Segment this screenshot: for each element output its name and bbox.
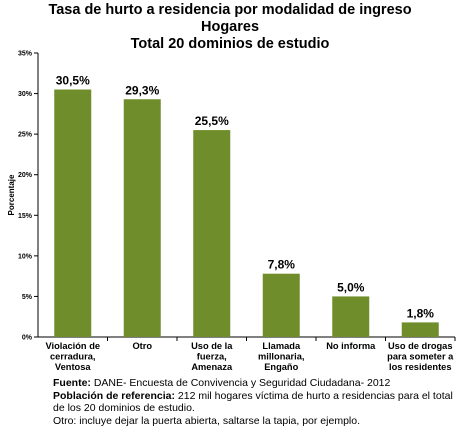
bar <box>332 296 370 337</box>
source-text: DANE- Encuesta de Convivencia y Segurida… <box>90 377 391 389</box>
bar <box>54 89 92 337</box>
y-tick-label: 5% <box>22 294 33 301</box>
data-label: 5,0% <box>337 280 365 294</box>
bar <box>262 273 300 337</box>
source-label: Fuente: <box>53 377 91 389</box>
population-note: Población de referencia: 212 mil hogares… <box>53 390 453 415</box>
data-label: 25,5% <box>195 114 229 128</box>
y-tick-label: 20% <box>18 172 33 179</box>
category-label: Otro <box>132 341 152 351</box>
y-axis-label: Porcentaje <box>7 174 16 215</box>
population-label: Población de referencia: <box>53 389 175 402</box>
other-note: Otro: incluye dejar la puerta abierta, s… <box>53 414 360 427</box>
title-line-3: Total 20 dominios de estudio <box>130 36 330 52</box>
category-label: Uso de drogas para someter a los residente… <box>387 341 454 372</box>
bar <box>193 130 231 337</box>
data-label: 30,5% <box>56 74 90 88</box>
category-label: Uso de la fuerza, Amenaza <box>191 341 233 372</box>
y-tick-label: 35% <box>18 51 33 58</box>
source-note: Fuente: DANE- Encuesta de Convivencia y … <box>53 377 453 390</box>
title-line-2: Hogares <box>200 19 260 35</box>
data-label: 1,8% <box>407 306 435 320</box>
bar <box>123 99 161 337</box>
y-tick-label: 10% <box>18 253 33 260</box>
data-label: 7,8% <box>268 258 296 272</box>
category-label: Violación de cerradura, Ventosa <box>45 341 100 372</box>
bar <box>401 322 439 337</box>
population-text: 212 mil hogares víctima de hurto a resid… <box>53 389 453 415</box>
category-label: No informa <box>326 341 376 351</box>
y-tick-label: 15% <box>18 213 33 220</box>
y-tick-label: 25% <box>18 132 33 139</box>
category-label: Llamada millonaria, Engaño <box>258 341 305 372</box>
y-tick-label: 0% <box>22 335 33 342</box>
chart-notes: Fuente: DANE- Encuesta de Convivencia y … <box>53 377 453 427</box>
data-label: 29,3% <box>125 83 159 97</box>
title-line-1: Tasa de hurto a residencia por modalidad… <box>48 2 412 18</box>
y-tick-label: 30% <box>18 91 33 98</box>
chart-title: Tasa de hurto a residencia por modalidad… <box>0 2 460 53</box>
